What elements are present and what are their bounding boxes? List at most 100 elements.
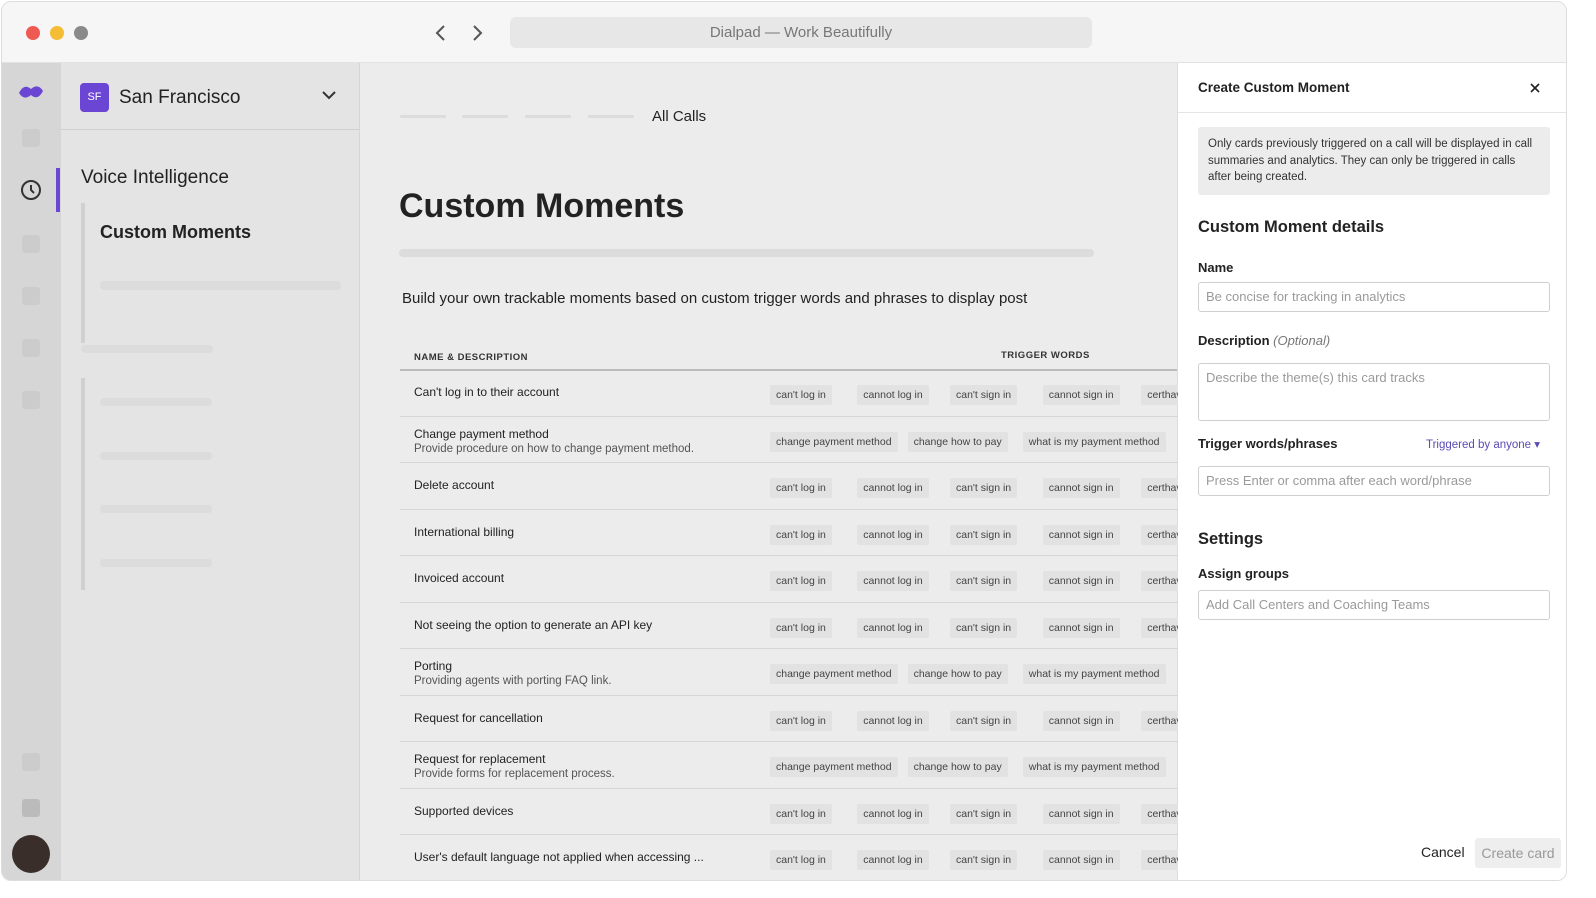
table-row[interactable]: Request for replacement Provide forms for… <box>400 742 1178 789</box>
trigger-chip: what is my payment method <box>1022 757 1166 777</box>
title-bar: Dialpad — Work Beautifully <box>2 2 1566 63</box>
trigger-chip: cannot log in <box>857 385 929 405</box>
skeleton <box>100 559 212 567</box>
trigger-chip: can't sign in <box>950 524 1018 545</box>
description-input[interactable]: Describe the theme(s) this card tracks <box>1198 363 1550 421</box>
section-title[interactable]: Voice Intelligence <box>81 167 229 188</box>
name-input[interactable]: Be concise for tracking in analytics <box>1198 282 1550 312</box>
trigger-chip: change how to pay <box>907 664 1008 684</box>
nav-icon[interactable] <box>22 129 40 147</box>
nav-icon[interactable] <box>22 753 40 771</box>
scope-text: Triggered by anyone <box>1426 439 1532 451</box>
field-label: Description (Optional) <box>1198 333 1330 348</box>
nav-icon[interactable] <box>22 287 40 305</box>
trigger-chip: what is my payment method <box>1022 431 1166 452</box>
field-label: Trigger words/phrases <box>1198 436 1338 451</box>
trigger-chip: change payment method <box>770 757 898 777</box>
trigger-chip: cannot log in <box>857 850 929 870</box>
trigger-chip: can't sign in <box>950 710 1018 731</box>
field-label: Name <box>1198 260 1234 275</box>
trigger-chip: certhave trouble signing <box>1141 850 1178 870</box>
table-row[interactable]: International billing can't log in cannot … <box>400 510 1178 556</box>
table-row[interactable]: Request for cancellation can't log in cann… <box>400 696 1178 742</box>
info-box: Only cards previously triggered on a cal… <box>1198 127 1550 195</box>
side-panel: Create Custom Moment Only cards previous… <box>1177 63 1566 880</box>
nav-item-active[interactable]: Custom Moments <box>100 222 252 242</box>
row-name: Request for cancellation <box>414 710 543 725</box>
chevron <box>322 91 336 100</box>
trigger-chip: cannot log in <box>857 617 929 638</box>
row-name: Invoiced account <box>414 571 505 585</box>
skeleton <box>100 452 212 460</box>
logo <box>19 86 43 98</box>
trigger-chip: certhave trouble signing <box>1141 524 1178 545</box>
table-row[interactable]: Change payment method Provide procedure o… <box>400 417 1178 463</box>
nav-icon[interactable] <box>22 799 40 817</box>
optional-text: (Optional) <box>1273 333 1331 348</box>
trigger-chip: cannot sign in <box>1042 571 1120 591</box>
nav-icon[interactable] <box>22 339 40 357</box>
trigger-chip: certhave trouble signing <box>1141 710 1178 731</box>
trigger-chip: cannot sign in <box>1042 385 1120 405</box>
row-name: Request for replacement <box>414 752 546 766</box>
avatar[interactable] <box>12 835 50 873</box>
row-name: International billing <box>414 524 515 539</box>
trigger-chip: can't log in <box>770 571 832 591</box>
table-row[interactable]: Invoiced account can't log in cannot log i… <box>400 556 1178 603</box>
skeleton <box>100 281 341 290</box>
trigger-chip: cannot sign in <box>1042 710 1120 731</box>
close-dot[interactable] <box>26 26 40 40</box>
close-button[interactable] <box>1529 82 1541 94</box>
table-row[interactable]: Can't log in to their account can't log i… <box>400 370 1178 417</box>
zoom-dot[interactable] <box>74 26 88 40</box>
address-bar[interactable]: Dialpad — Work Beautifully <box>510 17 1092 48</box>
trigger-chip: can't sign in <box>950 385 1018 405</box>
nav-arrows[interactable] <box>430 22 490 44</box>
create-button[interactable]: Create card <box>1475 838 1561 868</box>
table-row[interactable]: Delete account can't log in cannot log in c… <box>400 463 1178 510</box>
table-row[interactable]: Porting Providing agents with porting FAQ… <box>400 649 1178 696</box>
trigger-chip: change payment method <box>770 431 898 452</box>
cancel-button[interactable]: Cancel <box>1421 844 1465 860</box>
section-heading: Custom Moment details <box>1198 218 1385 236</box>
icon-rail <box>2 63 61 880</box>
row-description: Providing agents with porting FAQ link. <box>414 675 612 687</box>
trigger-chip: cannot log in <box>857 710 929 731</box>
trigger-chip: can't sign in <box>950 803 1018 824</box>
history-icon[interactable] <box>18 177 44 203</box>
groups-input[interactable]: Add Call Centers and Coaching Teams <box>1198 590 1550 620</box>
trigger-chip: can't sign in <box>950 617 1018 638</box>
trigger-chip: can't log in <box>770 524 832 545</box>
workspace-badge: SF <box>80 83 109 112</box>
breadcrumb[interactable]: All Calls <box>652 108 707 125</box>
scope-dropdown[interactable]: Triggered by anyone ▾ <box>1426 439 1541 451</box>
trigger-chip: change payment method <box>770 664 898 684</box>
table-row[interactable]: User's default language not applied when… <box>400 835 1178 880</box>
triggers-input[interactable]: Press Enter or comma after each word/phr… <box>1198 466 1550 496</box>
trigger-chip: cannot log in <box>857 524 929 545</box>
field-label: Assign groups <box>1198 566 1290 581</box>
table-row[interactable]: Supported devices can't log in cannot log … <box>400 789 1178 835</box>
minimize-dot[interactable] <box>50 26 64 40</box>
table-row[interactable]: Not seeing the option to generate an API… <box>400 603 1178 649</box>
skeleton <box>400 115 446 118</box>
skeleton <box>462 115 508 118</box>
row-name: Supported devices <box>414 803 514 818</box>
trigger-chip: cannot sign in <box>1042 478 1120 498</box>
panel-title: Create Custom Moment <box>1198 80 1350 95</box>
trigger-chip: can't log in <box>770 478 832 498</box>
trigger-chip: can't sign in <box>950 850 1018 870</box>
nav-icon[interactable] <box>22 391 40 409</box>
tree-line <box>81 378 85 590</box>
workspace-switcher[interactable]: SF San Francisco <box>61 63 359 130</box>
label-text: Description <box>1198 333 1270 348</box>
skeleton <box>399 249 1094 257</box>
workspace-name: San Francisco <box>119 87 241 108</box>
main-content: All Calls Custom Moments Build your own … <box>360 63 1178 880</box>
nav-icon[interactable] <box>22 235 40 253</box>
trigger-chip: can't log in <box>770 850 832 870</box>
trigger-chip: change how to pay <box>907 431 1008 452</box>
row-name: User's default language not applied when… <box>414 850 704 864</box>
skeleton <box>100 505 212 513</box>
